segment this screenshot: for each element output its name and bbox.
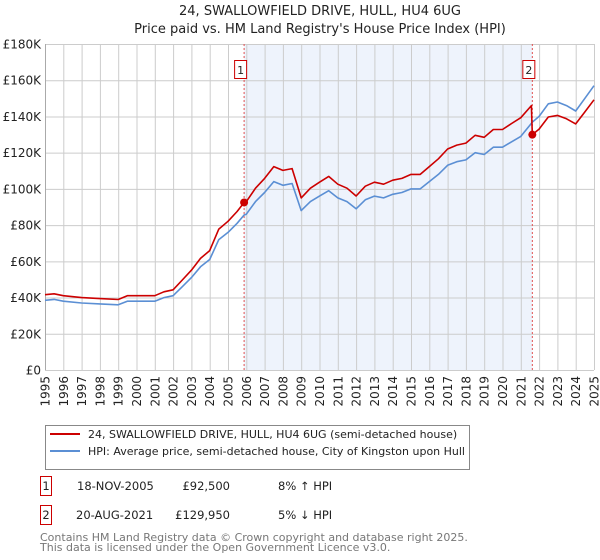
x-tick-label: 2023	[551, 376, 565, 407]
sale-point	[240, 198, 249, 207]
sale-hpi-diff: 5% ↓ HPI	[278, 508, 332, 522]
x-tick-label: 1999	[112, 376, 126, 407]
y-tick-label: £180K	[3, 38, 43, 52]
x-tick-label: 2015	[405, 376, 419, 407]
legend-label-property: 24, SWALLOWFIELD DRIVE, HULL, HU4 6UG (s…	[88, 428, 457, 441]
x-tick-label: 2013	[368, 376, 382, 407]
y-tick-label: £120K	[3, 146, 43, 160]
x-tick-label: 2024	[569, 376, 583, 407]
sale-price: £92,500	[182, 479, 230, 493]
x-tick-label: 1996	[57, 376, 71, 407]
y-tick-label: £80K	[10, 219, 42, 233]
x-tick-label: 2010	[313, 376, 327, 407]
y-tick-label: £0	[26, 364, 41, 378]
y-tick-label: £20K	[10, 327, 42, 341]
y-tick-label: £160K	[3, 74, 43, 88]
x-tick-label: 2004	[203, 376, 217, 407]
legend-box	[45, 425, 470, 470]
x-tick-label: 2006	[240, 376, 254, 407]
sale-date: 20-AUG-2021	[76, 508, 153, 522]
x-tick-label: 1997	[75, 376, 89, 407]
x-tick-label: 2021	[514, 376, 528, 407]
x-tick-label: 2009	[295, 376, 309, 407]
sale-date: 18-NOV-2005	[77, 479, 154, 493]
x-tick-label: 2011	[331, 376, 345, 407]
sale-marker-box	[234, 60, 248, 79]
x-tick-label: 2003	[185, 376, 199, 407]
footer-licence: This data is licensed under the Open Gov…	[39, 541, 390, 554]
sale-point	[528, 130, 537, 139]
sale-row-2: 2 20-AUG-2021 £129,950 5% ↓ HPI	[40, 505, 332, 525]
x-tick-label: 2002	[167, 376, 181, 407]
sale-marker-number: 2	[525, 64, 532, 77]
x-tick-label: 2019	[478, 376, 492, 407]
y-tick-label: £140K	[3, 110, 43, 124]
x-tick-label: 2025	[588, 376, 600, 407]
x-tick-label: 1995	[39, 376, 53, 407]
x-tick-label: 2007	[258, 376, 272, 407]
sale-marker-label: 1	[42, 479, 49, 493]
x-tick-label: 2014	[386, 376, 400, 407]
sale-marker-box	[522, 60, 536, 79]
sale-marker-label: 2	[42, 508, 49, 522]
x-tick-label: 2020	[496, 376, 510, 407]
hpi-series-line	[44, 85, 595, 306]
x-tick-label: 2018	[459, 376, 473, 407]
x-tick-label: 2012	[350, 376, 364, 407]
y-tick-label: £40K	[10, 291, 42, 305]
y-tick-label: £100K	[3, 182, 43, 196]
x-tick-label: 2017	[441, 376, 455, 407]
x-tick-label: 2001	[148, 376, 162, 407]
sale-row-1: 1 18-NOV-2005 £92,500 8% ↑ HPI	[40, 476, 332, 496]
property-series-line	[44, 99, 595, 301]
x-tick-label: 2000	[130, 376, 144, 407]
chart-subtitle: Price paid vs. HM Land Registry's House …	[134, 22, 506, 37]
x-tick-label: 2005	[222, 376, 236, 407]
sale-marker-number: 1	[237, 64, 244, 77]
sale-price: £129,950	[175, 508, 230, 522]
x-tick-label: 1998	[93, 376, 107, 407]
y-tick-label: £60K	[10, 255, 42, 269]
sale-hpi-diff: 8% ↑ HPI	[278, 479, 332, 493]
x-tick-label: 2008	[276, 376, 290, 407]
x-tick-label: 2022	[533, 376, 547, 407]
ownership-period-shading	[244, 44, 533, 370]
chart-title: 24, SWALLOWFIELD DRIVE, HULL, HU4 6UG	[179, 4, 461, 19]
legend-label-hpi: HPI: Average price, semi-detached house,…	[88, 445, 465, 458]
x-tick-label: 2016	[423, 376, 437, 407]
footer-copyright: Contains HM Land Registry data © Crown c…	[40, 531, 468, 544]
